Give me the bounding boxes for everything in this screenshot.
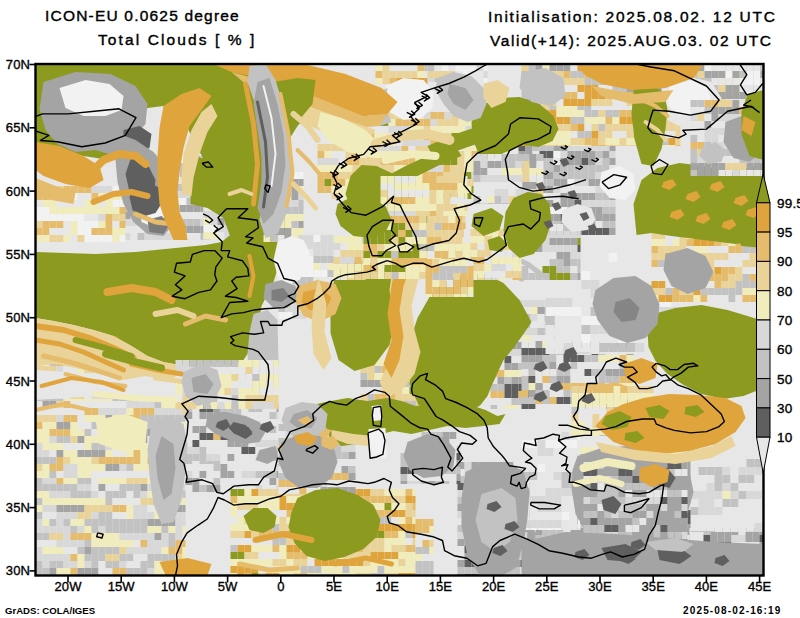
svg-text:10E: 10E — [375, 579, 399, 594]
svg-text:Valid(+14): 2025.AUG.03. 02 UT: Valid(+14): 2025.AUG.03. 02 UTC — [490, 32, 773, 49]
svg-text:15E: 15E — [429, 579, 453, 594]
svg-text:30N: 30N — [6, 563, 30, 578]
svg-text:0: 0 — [277, 579, 284, 594]
svg-text:20E: 20E — [482, 579, 506, 594]
svg-text:10W: 10W — [161, 579, 189, 594]
svg-text:55N: 55N — [6, 247, 30, 262]
svg-text:45E: 45E — [748, 579, 772, 594]
svg-text:45N: 45N — [6, 374, 30, 389]
svg-text:95: 95 — [777, 225, 792, 240]
svg-text:10: 10 — [777, 430, 792, 445]
svg-text:Initialisation: 2025.08.02. 12: Initialisation: 2025.08.02. 12 UTC — [488, 8, 777, 25]
svg-text:25E: 25E — [535, 579, 559, 594]
svg-text:50: 50 — [777, 372, 792, 387]
svg-text:GrADS: COLA/IGES: GrADS: COLA/IGES — [5, 605, 96, 616]
svg-text:15W: 15W — [108, 579, 136, 594]
svg-text:70N: 70N — [6, 57, 30, 72]
svg-text:65N: 65N — [6, 120, 30, 135]
svg-text:30E: 30E — [588, 579, 612, 594]
svg-text:90: 90 — [777, 254, 792, 269]
svg-text:5W: 5W — [218, 579, 238, 594]
svg-text:99.5: 99.5 — [777, 196, 800, 211]
svg-text:2025-08-02-16:19: 2025-08-02-16:19 — [683, 605, 781, 616]
svg-text:Total Clouds [ % ]: Total Clouds [ % ] — [98, 31, 256, 48]
svg-text:35N: 35N — [6, 500, 30, 515]
svg-text:30: 30 — [777, 401, 792, 416]
svg-text:20W: 20W — [54, 579, 82, 594]
svg-text:5E: 5E — [326, 579, 342, 594]
svg-text:35E: 35E — [641, 579, 665, 594]
svg-text:40E: 40E — [695, 579, 719, 594]
svg-text:80: 80 — [777, 284, 792, 299]
svg-text:40N: 40N — [6, 437, 30, 452]
svg-text:ICON-EU 0.0625 degree: ICON-EU 0.0625 degree — [45, 7, 240, 24]
svg-text:60: 60 — [777, 342, 792, 357]
svg-text:60N: 60N — [6, 184, 30, 199]
svg-text:50N: 50N — [6, 310, 30, 325]
svg-text:70: 70 — [777, 313, 792, 328]
